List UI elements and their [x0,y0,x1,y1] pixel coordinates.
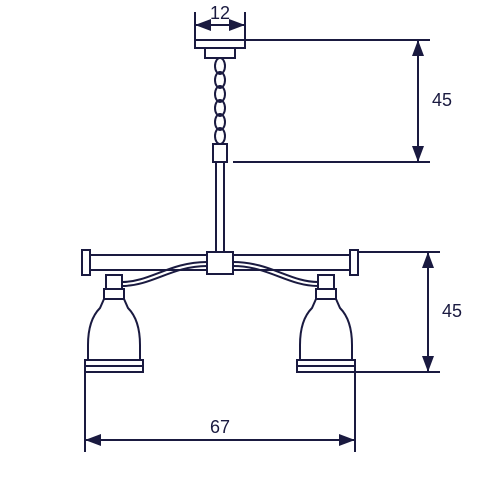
right-arm [233,262,334,289]
dim-label-chain: 45 [432,90,452,110]
dim-label-body: 45 [442,301,462,321]
chain [215,58,225,144]
left-arm [106,262,207,289]
dim-canopy-width: 12 [195,3,245,40]
left-shade [85,289,143,372]
dim-body-height: 45 [355,252,462,372]
stem [213,144,227,252]
canopy [195,40,245,58]
center-joint [207,252,233,274]
dim-label-canopy: 12 [210,3,230,23]
dim-total-width: 67 [85,372,355,452]
dim-chain-height: 45 [233,40,452,162]
right-shade [297,289,355,372]
dimension-drawing: 12 45 45 67 [0,0,500,500]
dim-label-width: 67 [210,417,230,437]
crossbar [82,250,358,275]
